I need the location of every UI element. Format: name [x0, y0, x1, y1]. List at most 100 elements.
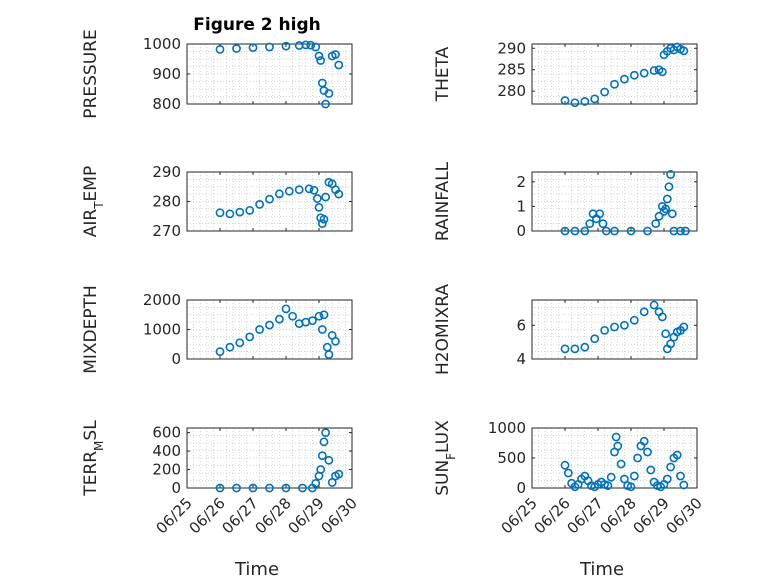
data-point: [610, 79, 619, 89]
data-point: [560, 344, 570, 354]
data-series: [215, 428, 344, 493]
y-tick-label: 0: [171, 350, 181, 368]
data-point: [560, 226, 570, 236]
data-point: [324, 89, 334, 98]
data-point: [265, 320, 274, 330]
data-point: [281, 483, 291, 493]
data-point: [324, 350, 334, 359]
data-point: [215, 347, 225, 357]
x-tick-label: 06/27: [564, 494, 607, 537]
data-point: [639, 436, 649, 446]
y-tick-label: 0: [516, 222, 526, 240]
data-series: [560, 42, 689, 108]
data-series: [215, 304, 340, 359]
data-point: [319, 214, 329, 224]
x-tick-label: 06/25: [153, 494, 196, 537]
y-axis-label: TERRMSL: [81, 420, 106, 497]
x-axis-label-right: Time: [579, 559, 624, 580]
data-point: [616, 459, 626, 469]
y-tick-label: 280: [497, 82, 526, 100]
data-point: [679, 322, 689, 332]
data-point: [629, 70, 639, 80]
x-tick-label: 06/30: [663, 494, 706, 537]
data-point: [215, 208, 225, 218]
y-tick-label: 4: [516, 350, 526, 368]
y-tick-label: 0: [516, 479, 526, 497]
data-point: [319, 437, 329, 447]
data-point: [281, 41, 291, 51]
data-point: [560, 460, 570, 470]
data-point: [679, 46, 689, 56]
x-tick-label: 06/26: [531, 494, 574, 537]
data-point: [580, 226, 590, 236]
data-point: [334, 469, 344, 479]
data-point: [610, 322, 619, 332]
data-point: [321, 428, 330, 438]
data-point: [639, 68, 649, 78]
y-axis-label: MIXDEPTH: [81, 285, 101, 374]
y-tick-label: 0: [171, 479, 181, 497]
subplot-theta: 280 285 290 THETA: [433, 39, 698, 108]
data-point: [321, 99, 330, 109]
data-point: [649, 300, 659, 310]
data-point: [606, 472, 616, 482]
subplot-mixdepth: 0 1000 2000 MIXDEPTH: [81, 285, 353, 374]
data-point: [570, 344, 580, 354]
y-tick-label: 200: [152, 461, 181, 479]
data-point: [610, 226, 619, 236]
data-point: [657, 312, 667, 322]
data-point: [248, 43, 258, 52]
data-point: [570, 226, 580, 236]
data-point: [580, 97, 590, 106]
x-tick-label: 06/27: [219, 494, 262, 537]
data-point: [317, 451, 327, 461]
data-point: [317, 325, 327, 334]
data-point: [334, 60, 344, 70]
axes-box: [531, 171, 698, 232]
data-point: [288, 311, 297, 321]
data-point: [312, 194, 322, 203]
data-point: [679, 480, 689, 490]
data-point: [664, 182, 674, 192]
data-point: [643, 226, 652, 236]
data-point: [248, 483, 258, 493]
data-series: [215, 177, 344, 229]
axes-box: [531, 43, 698, 105]
data-point: [666, 339, 675, 349]
data-point: [570, 98, 580, 108]
data-point: [215, 483, 225, 493]
y-tick-label: 2000: [143, 291, 181, 309]
data-point: [265, 483, 274, 493]
data-point: [563, 468, 573, 478]
data-point: [666, 170, 675, 179]
data-point: [245, 332, 255, 342]
y-tick-label: 290: [152, 163, 181, 181]
data-point: [667, 209, 677, 219]
data-point: [235, 338, 245, 348]
data-point: [661, 329, 671, 339]
data-point: [560, 96, 570, 105]
data-point: [585, 219, 595, 229]
data-point: [598, 219, 608, 229]
data-point: [314, 202, 324, 212]
y-tick-label: 285: [497, 61, 526, 79]
y-axis-label: AIRTEMP: [81, 166, 106, 237]
data-point: [317, 219, 327, 229]
data-point: [298, 483, 307, 493]
data-point: [600, 87, 609, 97]
data-point: [232, 483, 241, 493]
data-point: [590, 94, 600, 104]
data-point: [225, 342, 235, 352]
data-series: [560, 170, 690, 236]
data-point: [601, 226, 611, 236]
y-tick-label: 6: [516, 316, 526, 334]
x-tick-label: 06/30: [318, 494, 361, 537]
data-point: [311, 42, 321, 52]
y-axis-label: PRESSURE: [81, 29, 101, 118]
data-point: [316, 56, 326, 65]
data-point: [603, 481, 613, 490]
y-axis-label: H2OMIXRA: [433, 284, 453, 375]
